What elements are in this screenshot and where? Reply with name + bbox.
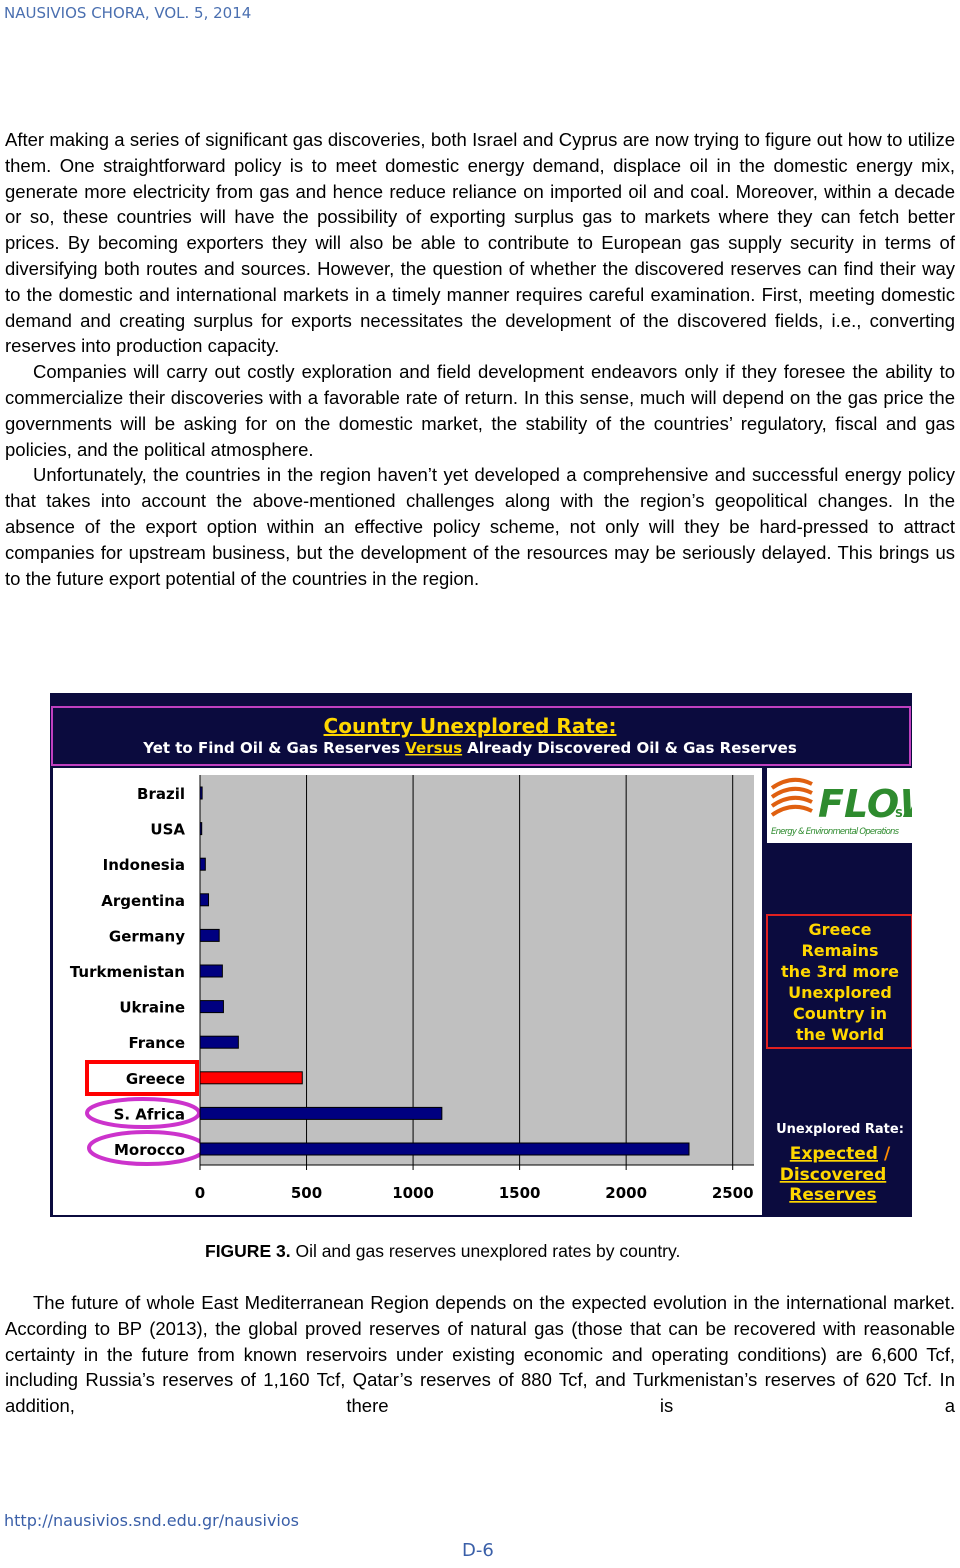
legend-denominator: Discovered [780,1165,887,1185]
bar [199,1106,443,1120]
logo-swoosh [770,777,813,817]
y-tick-label: Morocco [114,1141,185,1159]
subtitle-part: Yet to Find Oil & Gas Reserves [142,739,400,757]
chart-title: Country Unexplored Rate: [324,714,617,738]
annotation-line: Country in [793,1004,887,1023]
y-tick-label: Argentina [101,892,185,910]
caption-label: FIGURE 3. [205,1241,291,1261]
x-tick-label: 1000 [392,1184,434,1202]
chart-subtitle: Yet to Find Oil & Gas Reserves Versus Alre… [142,739,797,757]
annotation-line: the World [796,1025,884,1044]
y-tick-label: Brazil [137,785,185,803]
annotation-line: Remains [801,941,878,960]
logo-suffix: SA [895,807,912,820]
legend-label: Unexplored Rate: [776,1122,904,1137]
annotation-box [766,914,912,1049]
annotation-line: Greece [808,920,871,939]
legend-ratio: Expected / [790,1144,891,1164]
bar [199,1000,224,1014]
page-number: D-6 [462,1540,494,1561]
annotation-line: the 3rd more [781,962,899,981]
paragraph: The future of whole East Mediterranean R… [5,1292,955,1417]
bar [199,1142,690,1156]
legend-denominator: Reserves [789,1185,876,1205]
plot-area [200,775,754,1165]
y-tick-label: USA [150,821,185,839]
subtitle-part: Versus [405,739,462,757]
x-tick-label: 1500 [499,1184,541,1202]
caption-text: Oil and gas reserves unexplored rates by… [295,1241,681,1261]
y-tick-label: Ukraine [119,999,185,1017]
figure-chart: Country Unexplored Rate:Yet to Find Oil … [50,693,912,1217]
y-tick-label: France [128,1034,185,1052]
x-tick-label: 2000 [605,1184,647,1202]
y-tick-label: Germany [109,927,185,945]
logo-name: FLOW [818,782,912,826]
bar [199,964,223,978]
y-tick-label: Turkmenistan [70,963,185,981]
footer-url: http://nausivios.snd.edu.gr/nausivios [4,1511,299,1530]
logo-tagline: Energy & Environmental Operations [771,827,900,837]
bar [199,857,206,871]
y-tick-label: Indonesia [103,856,185,874]
bar [199,928,220,942]
figure-caption: FIGURE 3. Oil and gas reserves unexplore… [205,1241,680,1262]
annotation-line: Unexplored [788,983,892,1002]
bar [199,1071,303,1085]
highlight-box [85,1060,199,1096]
highlight-ellipse [85,1097,201,1129]
legend-numerator: Expected [790,1144,878,1164]
y-tick-label: S. Africa [114,1105,185,1123]
text-block: After making a series of significant gas… [5,127,955,591]
text-block: The future of whole East Mediterranean R… [5,1290,955,1419]
paragraph: Unfortunately, the countries in the regi… [5,464,955,589]
paragraph: After making a series of significant gas… [5,129,955,357]
subtitle-part: Already Discovered Oil & Gas Reserves [467,739,797,757]
paragraph: Companies will carry out costly explorat… [5,361,955,460]
bar [199,822,203,836]
x-tick-label: 500 [291,1184,322,1202]
bar [199,893,210,907]
legend-separator: / [884,1144,891,1164]
running-header: NAUSIVIOS CHORA, VOL. 5, 2014 [4,4,252,22]
bar [199,1035,239,1049]
y-tick-label: Greece [126,1070,185,1088]
bar [199,786,203,800]
x-tick-label: 2500 [712,1184,754,1202]
title-band [51,706,911,766]
x-tick-label: 0 [195,1184,205,1202]
